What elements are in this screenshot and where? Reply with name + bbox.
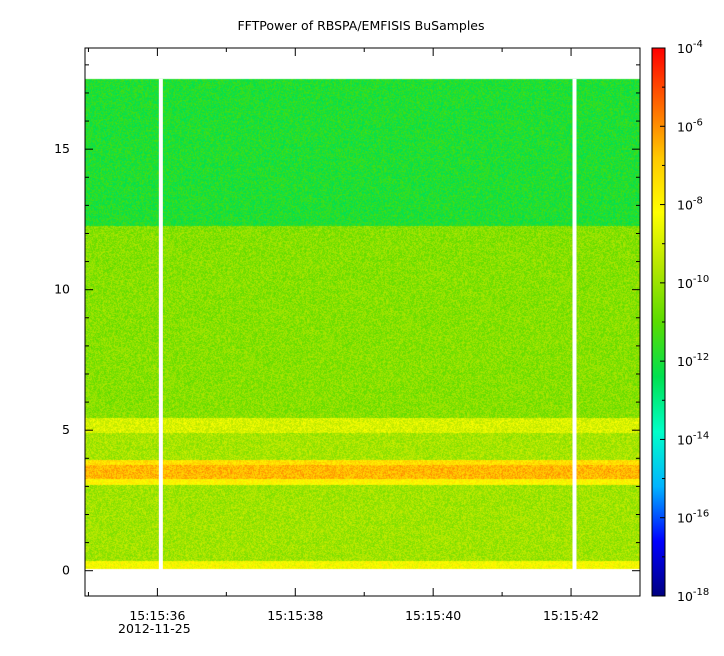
colorbar-tick-label: 10-6 [677,117,703,134]
colorbar-tick-label: 10-8 [677,196,703,213]
x-tick-label: 15:15:42 [543,608,599,623]
y-tick-label: 0 [62,563,70,578]
x-axis: 15:15:36 15:15:38 15:15:40 15:15:42 [87,48,641,623]
x-tick-label: 15:15:40 [405,608,461,623]
colorbar-tick-label: 10-14 [677,430,709,447]
colorbar-tick-label: 10-12 [677,352,709,369]
colorbar-tick-label: 10-18 [677,587,709,604]
colorbar-tick-label: 10-16 [677,509,709,526]
spectrogram-image [85,48,640,596]
spectrogram-raster [85,48,640,596]
y-axis: 0 5 10 15 [54,64,640,578]
x-tick-label: 15:15:38 [267,608,323,623]
y-tick-label: 5 [62,422,70,437]
chart-title: FFTPower of RBSPA/EMFISIS BuSamples [237,18,484,33]
colorbar-axis: 10-4 10-6 10-8 10-10 10-12 10-14 10-16 10-18 [660,39,709,604]
y-tick-label: 15 [54,141,70,156]
data-gaps [158,78,577,571]
x-tick-label: 15:15:36 [129,608,185,623]
colorbar-tick-label: 10-4 [677,39,703,56]
x-date-label: 2012-11-25 [118,621,191,636]
plot-frame [84,47,641,597]
data-gap [158,78,163,571]
data-gap [572,78,577,571]
colorbar-tick-label: 10-10 [677,274,709,291]
y-tick-label: 10 [54,282,70,297]
